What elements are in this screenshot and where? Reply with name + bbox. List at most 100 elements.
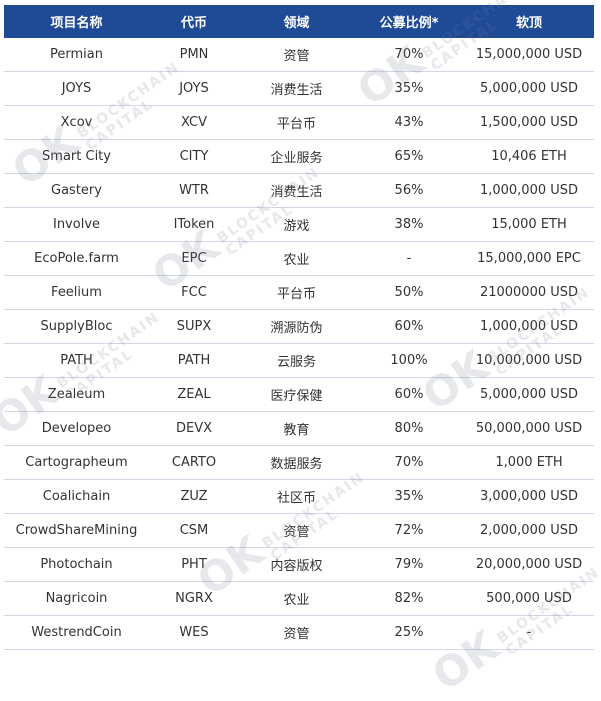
cell-public-ratio: - [354,241,464,276]
cell-token: PMN [149,38,239,72]
cell-soft-cap: 5,000,000 USD [464,71,594,106]
cell-soft-cap: 15,000 ETH [464,207,594,242]
cell-project-name: Cartographeum [4,445,149,480]
cell-project-name: Involve [4,207,149,242]
cell-sector: 资管 [239,38,354,72]
cell-sector: 数据服务 [239,445,354,480]
header-project-name: 项目名称 [4,5,149,38]
cell-soft-cap: 1,500,000 USD [464,105,594,140]
cell-public-ratio: 80% [354,411,464,446]
cell-project-name: Smart City [4,139,149,174]
cell-project-name: Nagricoin [4,581,149,616]
cell-project-name: Developeo [4,411,149,446]
table-row: Smart City CITY 企业服务 65% 10,406 ETH [4,139,594,174]
cell-token: ZEAL [149,377,239,412]
cell-soft-cap: 1,000,000 USD [464,309,594,344]
cell-soft-cap: 50,000,000 USD [464,411,594,446]
cell-project-name: Coalichain [4,479,149,514]
header-sector: 领域 [239,5,354,38]
cell-sector: 医疗保健 [239,377,354,412]
cell-project-name: PATH [4,343,149,378]
cell-public-ratio: 79% [354,547,464,582]
table-row: Permian PMN 资管 70% 15,000,000 USD [4,38,594,72]
cell-public-ratio: 35% [354,479,464,514]
cell-project-name: Permian [4,38,149,72]
cell-sector: 消费生活 [239,71,354,106]
table-row: EcoPole.farm EPC 农业 -15,000,000 EPC [4,241,594,276]
table-row: WestrendCoin WES 资管 25% - [4,615,594,650]
cell-project-name: CrowdShareMining [4,513,149,548]
cell-sector: 教育 [239,411,354,446]
cell-sector: 企业服务 [239,139,354,174]
cell-sector: 资管 [239,615,354,650]
cell-public-ratio: 50% [354,275,464,310]
cell-public-ratio: 72% [354,513,464,548]
cell-token: CARTO [149,445,239,480]
table-body: Permian PMN 资管 70% 15,000,000 USD JOYS JOYS 消费生… [4,38,594,650]
cell-sector: 云服务 [239,343,354,378]
cell-sector: 资管 [239,513,354,548]
cell-soft-cap: 3,000,000 USD [464,479,594,514]
cell-sector: 消费生活 [239,173,354,208]
cell-token: CITY [149,139,239,174]
cell-token: IToken [149,207,239,242]
cell-sector: 内容版权 [239,547,354,582]
table-row: Feelium FCC 平台币 50% 21000000 USD [4,275,594,310]
cell-public-ratio: 60% [354,309,464,344]
cell-soft-cap: 10,406 ETH [464,139,594,174]
cell-token: FCC [149,275,239,310]
cell-public-ratio: 25% [354,615,464,650]
cell-sector: 农业 [239,241,354,276]
cell-token: ZUZ [149,479,239,514]
cell-project-name: Xcov [4,105,149,140]
cell-project-name: JOYS [4,71,149,106]
cell-token: PHT [149,547,239,582]
cell-public-ratio: 70% [354,38,464,72]
cell-project-name: Zealeum [4,377,149,412]
cell-soft-cap: 21000000 USD [464,275,594,310]
header-token: 代币 [149,5,239,38]
table-row: Cartographeum CARTO 数据服务 70% 1,000 ETH [4,445,594,480]
ico-table: 项目名称 代币 领域 公募比例* 软顶 Permian PMN 资管 70% 15,00… [4,5,594,650]
cell-token: WES [149,615,239,650]
header-public-ratio: 公募比例* [354,5,464,38]
cell-soft-cap: 1,000 ETH [464,445,594,480]
cell-soft-cap: 15,000,000 EPC [464,241,594,276]
cell-sector: 平台币 [239,105,354,140]
cell-token: WTR [149,173,239,208]
cell-token: DEVX [149,411,239,446]
cell-project-name: SupplyBloc [4,309,149,344]
cell-soft-cap: 5,000,000 USD [464,377,594,412]
table-row: CrowdShareMining CSM 资管 72% 2,000,000 USD [4,513,594,548]
cell-project-name: Photochain [4,547,149,582]
table-row: PATH PATH 云服务 100% 10,000,000 USD [4,343,594,378]
table-row: Xcov XCV 平台币 43% 1,500,000 USD [4,105,594,140]
cell-token: PATH [149,343,239,378]
table-row: SupplyBloc SUPX 溯源防伪 60% 1,000,000 USD [4,309,594,344]
cell-soft-cap: 1,000,000 USD [464,173,594,208]
cell-public-ratio: 60% [354,377,464,412]
table-row: Gastery WTR 消费生活 56% 1,000,000 USD [4,173,594,208]
cell-public-ratio: 70% [354,445,464,480]
cell-public-ratio: 56% [354,173,464,208]
table-row: Involve IToken 游戏 38% 15,000 ETH [4,207,594,242]
table-row: Developeo DEVX 教育 80% 50,000,000 USD [4,411,594,446]
cell-public-ratio: 65% [354,139,464,174]
cell-public-ratio: 43% [354,105,464,140]
table-row: Photochain PHT 内容版权 79% 20,000,000 USD [4,547,594,582]
cell-sector: 社区币 [239,479,354,514]
cell-soft-cap: 500,000 USD [464,581,594,616]
cell-soft-cap: 15,000,000 USD [464,38,594,72]
cell-soft-cap: 20,000,000 USD [464,547,594,582]
cell-soft-cap: 10,000,000 USD [464,343,594,378]
cell-token: XCV [149,105,239,140]
cell-token: SUPX [149,309,239,344]
table-row: Nagricoin NGRX 农业 82% 500,000 USD [4,581,594,616]
table-row: JOYS JOYS 消费生活 35% 5,000,000 USD [4,71,594,106]
cell-soft-cap: 2,000,000 USD [464,513,594,548]
table-row: Zealeum ZEAL 医疗保健 60% 5,000,000 USD [4,377,594,412]
cell-sector: 农业 [239,581,354,616]
cell-token: CSM [149,513,239,548]
table-header-row: 项目名称 代币 领域 公募比例* 软顶 [4,5,594,38]
cell-project-name: Gastery [4,173,149,208]
